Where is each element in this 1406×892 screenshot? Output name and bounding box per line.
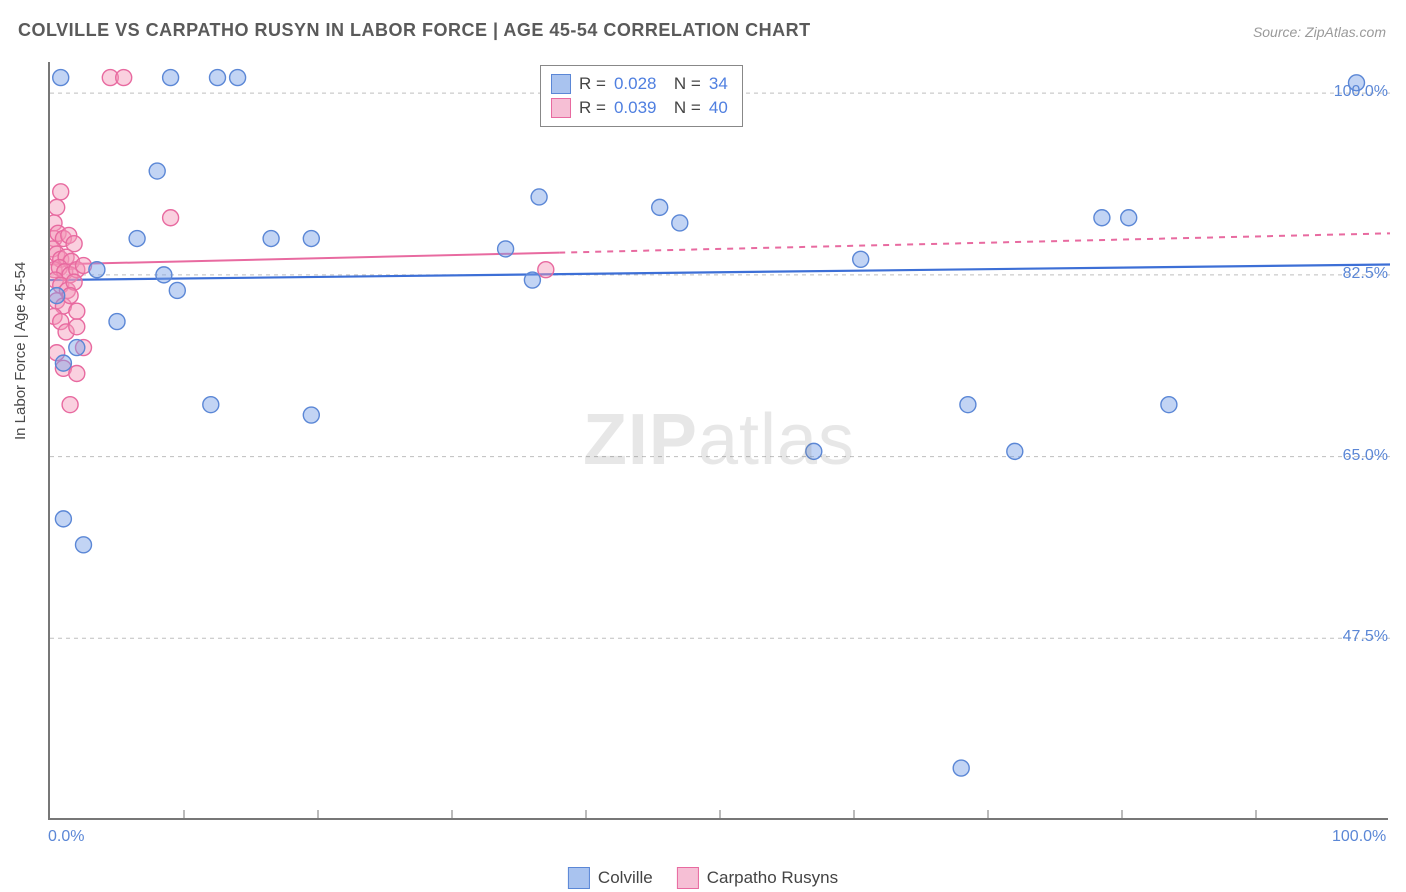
scatter-point: [1007, 443, 1023, 459]
scatter-svg: [50, 62, 1390, 820]
legend-swatch: [677, 867, 699, 889]
scatter-point: [853, 251, 869, 267]
scatter-point: [303, 407, 319, 423]
scatter-point: [69, 366, 85, 382]
scatter-point: [303, 231, 319, 247]
scatter-point: [1094, 210, 1110, 226]
scatter-point: [672, 215, 688, 231]
scatter-point: [538, 262, 554, 278]
scatter-point: [960, 397, 976, 413]
legend-item: Colville: [568, 867, 653, 889]
legend-swatch: [568, 867, 590, 889]
chart-container: COLVILLE VS CARPATHO RUSYN IN LABOR FORC…: [0, 0, 1406, 892]
y-tick-label: 65.0%: [1343, 447, 1388, 465]
scatter-point: [230, 70, 246, 86]
scatter-point: [163, 210, 179, 226]
series-legend: Colville Carpatho Rusyns: [568, 858, 838, 892]
scatter-point: [109, 314, 125, 330]
scatter-point: [163, 70, 179, 86]
scatter-point: [203, 397, 219, 413]
scatter-point: [53, 184, 69, 200]
scatter-point: [76, 537, 92, 553]
scatter-point: [1161, 397, 1177, 413]
correlation-row: R = 0.039 N = 40: [551, 96, 728, 120]
scatter-point: [50, 199, 65, 215]
scatter-point: [50, 288, 65, 304]
scatter-point: [69, 340, 85, 356]
scatter-point: [1121, 210, 1137, 226]
scatter-point: [62, 397, 78, 413]
legend-item: Carpatho Rusyns: [677, 867, 838, 889]
x-tick-label: 0.0%: [48, 828, 84, 846]
y-tick-label: 100.0%: [1334, 83, 1388, 101]
series-swatch: [551, 98, 571, 118]
scatter-point: [53, 70, 69, 86]
scatter-point: [806, 443, 822, 459]
scatter-point: [129, 231, 145, 247]
scatter-point: [116, 70, 132, 86]
y-axis-label: In Labor Force | Age 45-54: [12, 262, 29, 440]
series-swatch: [551, 74, 571, 94]
plot-area: ZIPatlas R = 0.028 N = 34R = 0.039 N = 4…: [48, 62, 1388, 820]
scatter-point: [69, 303, 85, 319]
scatter-point: [69, 319, 85, 335]
scatter-point: [263, 231, 279, 247]
scatter-point: [55, 355, 71, 371]
scatter-point: [524, 272, 540, 288]
y-tick-label: 47.5%: [1343, 628, 1388, 646]
correlation-row: R = 0.028 N = 34: [551, 72, 728, 96]
chart-title: COLVILLE VS CARPATHO RUSYN IN LABOR FORC…: [18, 20, 811, 41]
scatter-point: [531, 189, 547, 205]
scatter-point: [156, 267, 172, 283]
scatter-point: [652, 199, 668, 215]
x-tick-label: 100.0%: [1332, 828, 1386, 846]
scatter-point: [55, 511, 71, 527]
source-attribution: Source: ZipAtlas.com: [1253, 24, 1386, 40]
scatter-point: [498, 241, 514, 257]
y-tick-label: 82.5%: [1343, 265, 1388, 283]
scatter-point: [149, 163, 165, 179]
scatter-point: [89, 262, 105, 278]
scatter-point: [953, 760, 969, 776]
scatter-point: [210, 70, 226, 86]
correlation-legend: R = 0.028 N = 34R = 0.039 N = 40: [540, 65, 743, 127]
scatter-point: [169, 282, 185, 298]
